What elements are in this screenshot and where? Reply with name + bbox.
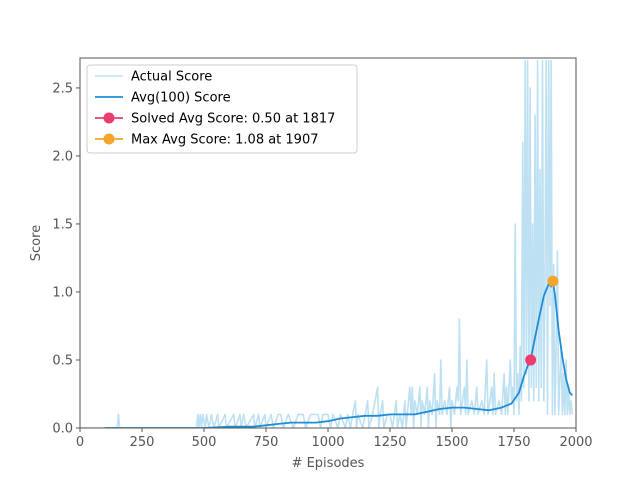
legend-label-max: Max Avg Score: 1.08 at 1907	[131, 133, 319, 148]
legend-label-actual: Actual Score	[131, 70, 212, 85]
y-tick-label: 1.5	[52, 217, 73, 232]
x-tick-label: 1250	[373, 435, 406, 450]
legend-item-actual: Actual Score	[95, 70, 212, 85]
plot-area	[80, 59, 574, 428]
y-axis-label: Score	[29, 225, 44, 261]
legend-item-solved: Solved Avg Score: 0.50 at 1817	[95, 112, 335, 127]
marker-solved-avg-score	[525, 354, 537, 366]
series-actual-score-line	[80, 59, 574, 428]
x-tick-label: 750	[254, 435, 279, 450]
legend-label-avg: Avg(100) Score	[131, 91, 231, 106]
y-tick-label: 2.5	[52, 81, 73, 96]
y-tick-label: 0.0	[52, 422, 73, 437]
legend-swatch-max-marker	[103, 133, 115, 145]
x-tick-label: 250	[130, 435, 155, 450]
legend-swatch-solved-marker	[103, 112, 115, 124]
y-tick-label: 2.0	[52, 149, 73, 164]
legend-item-max: Max Avg Score: 1.08 at 1907	[95, 133, 319, 148]
legend-box	[86, 64, 358, 154]
x-tick-label: 1000	[311, 435, 344, 450]
x-axis: 0 250 500 750 1000 1250 1500 1750 2000	[76, 428, 593, 450]
x-axis-label: # Episodes	[292, 456, 365, 471]
y-tick-label: 0.5	[52, 353, 73, 368]
x-tick-label: 0	[76, 435, 84, 450]
legend-item-avg: Avg(100) Score	[95, 91, 231, 106]
x-tick-label: 1500	[435, 435, 468, 450]
x-tick-label: 1750	[497, 435, 530, 450]
legend: Actual Score Avg(100) Score Solved Avg S…	[86, 64, 358, 154]
legend-label-solved: Solved Avg Score: 0.50 at 1817	[131, 112, 335, 127]
x-tick-label: 500	[192, 435, 217, 450]
x-tick-label: 2000	[559, 435, 592, 450]
y-tick-label: 1.0	[52, 285, 73, 300]
marker-max-avg-score	[547, 275, 559, 287]
y-axis: 0.0 0.5 1.0 1.5 2.0 2.5	[52, 81, 80, 437]
